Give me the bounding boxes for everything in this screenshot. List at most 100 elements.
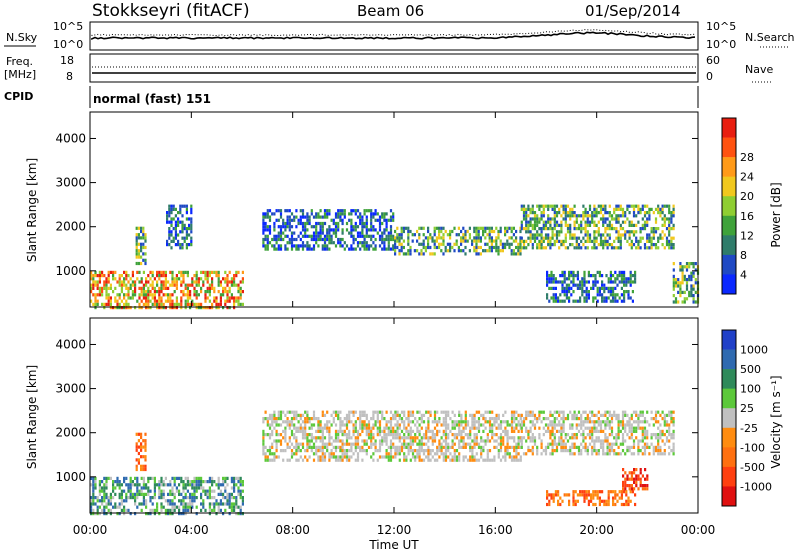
velocity-cell (621, 413, 625, 417)
velocity-cell (370, 436, 373, 440)
velocity-cell (431, 439, 434, 443)
velocity-cell (551, 445, 554, 449)
power-cell (670, 217, 673, 221)
velocity-cell (273, 410, 276, 414)
power-cell (374, 218, 377, 222)
velocity-cell (473, 439, 476, 443)
power-cell (226, 306, 229, 310)
power-cell (603, 286, 606, 290)
velocity-cell (389, 429, 393, 433)
power-cell (177, 233, 180, 237)
velocity-cell (551, 433, 554, 437)
power-cell (654, 230, 658, 234)
velocity-cell (337, 439, 340, 443)
velocity-cell (458, 442, 461, 446)
velocity-cell (284, 449, 287, 453)
velocity-cell (473, 442, 476, 446)
power-cell (204, 293, 207, 297)
power-cell (639, 227, 642, 231)
velocity-cell (293, 436, 296, 440)
velocity-cell (178, 476, 181, 480)
velocity-cell (103, 492, 106, 496)
power-cell (317, 212, 320, 216)
power-cell (105, 293, 108, 297)
velocity-cell (359, 413, 362, 417)
power-cell (525, 220, 528, 224)
power-cell (180, 283, 183, 287)
power-cell (592, 283, 595, 287)
velocity-cell (350, 410, 353, 414)
power-cell (282, 221, 285, 226)
power-cell (433, 245, 436, 250)
velocity-cell (427, 452, 430, 456)
power-cell (488, 229, 491, 234)
power-cell (378, 221, 382, 226)
velocity-cell (641, 410, 644, 414)
velocity-cell (499, 420, 503, 424)
power-cell (418, 236, 421, 240)
power-cell (468, 233, 471, 237)
velocity-cell (372, 413, 375, 417)
velocity-cell (158, 492, 161, 496)
velocity-cell (491, 433, 494, 437)
power-cell (341, 218, 344, 222)
velocity-cell (211, 476, 214, 480)
power-cell (572, 283, 575, 287)
power-cell (681, 281, 684, 285)
power-cell (197, 306, 200, 310)
velocity-cell (475, 442, 478, 446)
velocity-cell (169, 483, 172, 487)
velocity-cell (583, 493, 586, 497)
velocity-cell (392, 445, 395, 449)
power-cell (189, 283, 192, 287)
velocity-cell (444, 445, 448, 449)
velocity-cell (458, 420, 461, 424)
velocity-cell (544, 452, 548, 456)
power-cell (237, 296, 240, 300)
power-cell (585, 280, 588, 284)
velocity-cell (230, 502, 233, 506)
velocity-cell (213, 508, 216, 512)
power-cell (554, 286, 557, 290)
power-cell (328, 234, 331, 238)
velocity-cell (529, 420, 532, 424)
power-cell (405, 252, 408, 256)
power-cell (179, 207, 182, 211)
power-cell (536, 220, 539, 224)
velocity-cell (376, 417, 379, 421)
time-xlabel: Time UT (368, 538, 419, 552)
power-cell (619, 204, 622, 208)
velocity-cell (517, 458, 520, 462)
power-cell (620, 274, 623, 278)
velocity-cell (453, 442, 456, 446)
velocity-cell (90, 483, 93, 487)
velocity-cell (416, 429, 419, 433)
power-cell (628, 223, 631, 227)
power-cell (602, 246, 605, 250)
velocity-cell (275, 449, 278, 453)
velocity-cell (643, 445, 647, 449)
velocity-cell (621, 417, 625, 421)
velocity-cell (513, 417, 516, 421)
power-cell (457, 245, 460, 250)
power-cell (475, 226, 478, 230)
cpid-panel: CPID normal (fast) 151 (4, 86, 699, 108)
power-cell (591, 214, 594, 218)
velocity-cell (630, 433, 633, 437)
velocity-cell (182, 502, 185, 506)
velocity-cell (118, 486, 121, 490)
power-cell (603, 296, 606, 300)
power-cell (105, 286, 108, 290)
velocity-cell (109, 476, 112, 480)
velocity-cell (394, 423, 397, 427)
power-cell (602, 243, 605, 247)
velocity-cell (290, 420, 294, 424)
power-cell (527, 220, 530, 224)
power-cell (174, 214, 177, 218)
velocity-cell (365, 417, 368, 421)
velocity-cell (630, 436, 633, 440)
power-cell (142, 258, 145, 262)
velocity-cell (213, 496, 216, 500)
power-cell (109, 299, 112, 303)
power-cell (634, 270, 637, 274)
